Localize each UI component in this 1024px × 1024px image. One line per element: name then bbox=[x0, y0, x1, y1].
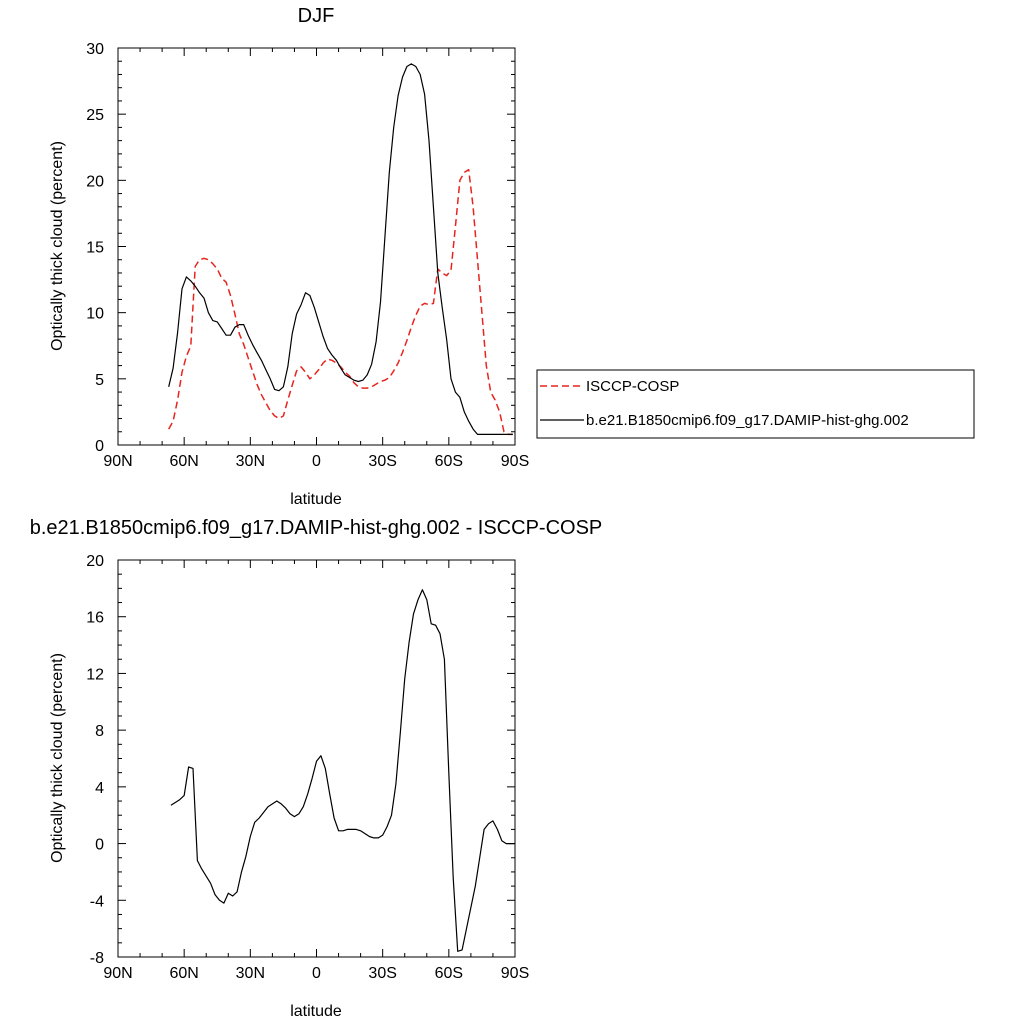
series-group bbox=[168, 63, 513, 436]
chart-title: DJF bbox=[298, 5, 335, 27]
series-line-model bbox=[168, 63, 513, 435]
y-tick-label: 16 bbox=[86, 610, 104, 627]
x-axis-label: latitude bbox=[290, 491, 342, 508]
tick-marks: 90N 60N 30N 0 30S 60S 90S 0 5 10 15 20 25 30 bbox=[86, 41, 529, 470]
x-tick-label: 90N bbox=[103, 965, 132, 982]
y-tick-label: 0 bbox=[95, 837, 104, 854]
x-tick-label: 90S bbox=[501, 453, 529, 470]
y-tick-label: 15 bbox=[86, 240, 104, 257]
y-tick-label: -4 bbox=[90, 893, 104, 910]
y-tick-label: 25 bbox=[86, 107, 104, 124]
x-tick-label: 90S bbox=[501, 965, 529, 982]
x-tick-label: 60N bbox=[169, 453, 198, 470]
x-tick-label: 30S bbox=[368, 965, 396, 982]
plot-frame bbox=[117, 47, 516, 446]
plot-frame bbox=[117, 559, 516, 958]
chart-title: b.e21.B1850cmip6.f09_g17.DAMIP-hist-ghg.… bbox=[30, 517, 603, 539]
y-tick-label: 30 bbox=[86, 41, 104, 58]
y-tick-label: 8 bbox=[95, 723, 104, 740]
chart-bottom: b.e21.B1850cmip6.f09_g17.DAMIP-hist-ghg.… bbox=[30, 517, 603, 1020]
legend-label-isccp: ISCCP-COSP bbox=[586, 378, 679, 395]
x-tick-label: 60N bbox=[169, 965, 198, 982]
y-tick-label: 20 bbox=[86, 173, 104, 190]
x-tick-label: 30S bbox=[368, 453, 396, 470]
x-tick-label: 90N bbox=[103, 453, 132, 470]
y-tick-label: 4 bbox=[95, 780, 104, 797]
x-tick-label: 60S bbox=[435, 453, 463, 470]
y-tick-label: 0 bbox=[95, 438, 104, 455]
y-tick-label: -8 bbox=[90, 950, 104, 967]
x-tick-label: 60S bbox=[435, 965, 463, 982]
x-tick-label: 30N bbox=[236, 965, 265, 982]
x-tick-label: 0 bbox=[312, 965, 321, 982]
series-line-model bbox=[170, 589, 515, 952]
y-axis-label: Optically thick cloud (percent) bbox=[49, 653, 66, 863]
y-tick-label: 20 bbox=[86, 553, 104, 570]
series-line-isccp-cosp bbox=[168, 168, 513, 436]
legend-label-model: b.e21.B1850cmip6.f09_g17.DAMIP-hist-ghg.… bbox=[586, 412, 909, 429]
chart-top: DJF 90N 60N 30N 0 30S 60S 90S 0 5 10 15 20 25 30 lati… bbox=[49, 5, 975, 508]
x-tick-label: 30N bbox=[236, 453, 265, 470]
y-tick-label: 10 bbox=[86, 306, 104, 323]
legend-box bbox=[536, 369, 975, 439]
series-group bbox=[170, 589, 515, 952]
legend: ISCCP-COSP b.e21.B1850cmip6.f09_g17.DAMI… bbox=[536, 369, 975, 439]
tick-marks: 90N 60N 30N 0 30S 60S 90S -8 -4 0 4 8 12 16 20 bbox=[86, 553, 529, 982]
x-tick-label: 0 bbox=[312, 453, 321, 470]
y-tick-label: 12 bbox=[86, 666, 104, 683]
y-tick-label: 5 bbox=[95, 372, 104, 389]
x-axis-label: latitude bbox=[290, 1003, 342, 1020]
y-axis-label: Optically thick cloud (percent) bbox=[49, 141, 66, 351]
